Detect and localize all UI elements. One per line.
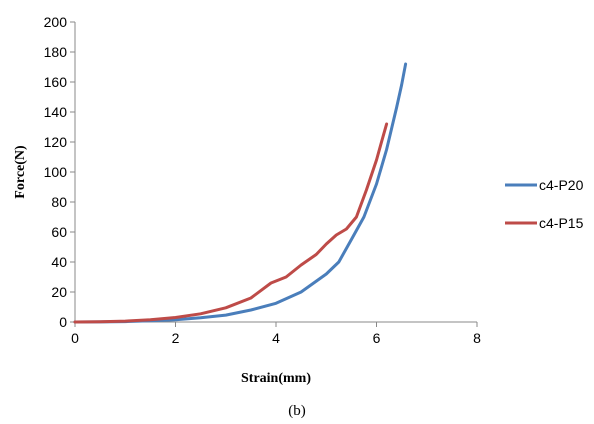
y-tick-label: 140 xyxy=(44,104,68,120)
legend-label-c4-P15: c4-P15 xyxy=(539,215,584,231)
series-line-c4-P20 xyxy=(73,62,408,324)
x-tick-label: 0 xyxy=(71,330,79,346)
x-tick-label: 4 xyxy=(272,330,280,346)
x-tick-label: 8 xyxy=(473,330,481,346)
x-axis: 0 2 4 6 8 xyxy=(71,321,481,346)
legend-label-c4-P20: c4-P20 xyxy=(539,177,584,193)
x-axis-title: Strain(mm) xyxy=(241,371,311,386)
y-axis: 0 20 40 60 80 100 120 140 160 180 200 xyxy=(44,14,76,330)
series-line-c4-P15 xyxy=(73,122,389,324)
y-tick-label: 120 xyxy=(44,134,68,150)
y-tick-label: 80 xyxy=(51,194,67,210)
y-tick-label: 0 xyxy=(59,314,67,330)
series-layer xyxy=(73,62,408,324)
x-tick-label: 6 xyxy=(373,330,381,346)
y-tick-label: 200 xyxy=(44,14,68,30)
y-tick-label: 20 xyxy=(51,284,67,300)
y-tick-label: 160 xyxy=(44,74,68,90)
y-tick-label: 100 xyxy=(44,164,68,180)
y-tick-label: 40 xyxy=(51,254,67,270)
figure-caption: (b) xyxy=(288,403,306,419)
y-tick-label: 180 xyxy=(44,44,68,60)
y-axis-title: Force(N) xyxy=(13,145,28,199)
x-tick-label: 2 xyxy=(172,330,180,346)
legend: c4-P20 c4-P15 xyxy=(505,177,584,231)
y-tick-label: 60 xyxy=(51,224,67,240)
